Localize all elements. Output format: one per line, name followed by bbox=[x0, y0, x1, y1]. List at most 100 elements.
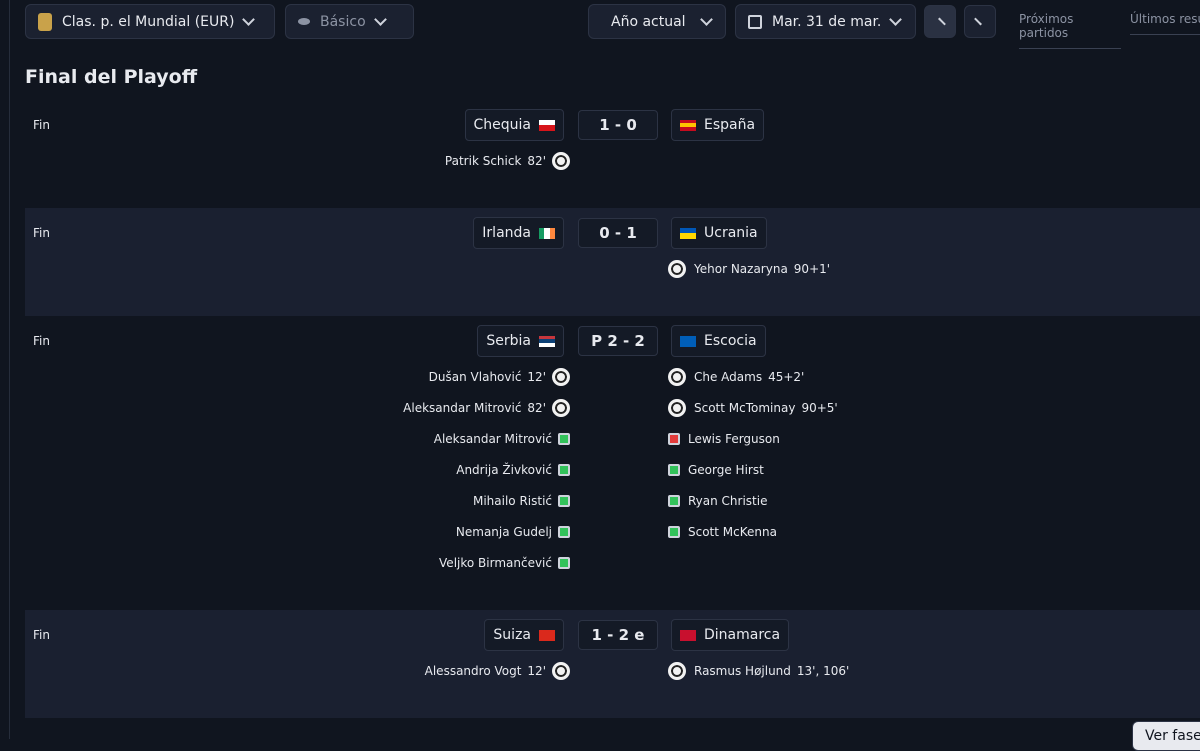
chevron bbox=[889, 13, 903, 26]
player: Scott McTominay bbox=[694, 401, 796, 415]
score[interactable]: 1 - 2 e bbox=[578, 620, 658, 650]
player: Alessandro Vogt bbox=[424, 664, 522, 678]
home-team[interactable]: Suiza bbox=[484, 619, 564, 651]
flag bbox=[539, 119, 555, 131]
flag-stripe bbox=[539, 342, 555, 347]
team-name: Serbia bbox=[486, 333, 531, 349]
flag-stripe bbox=[539, 335, 555, 340]
player: Veljko Birmančević bbox=[439, 556, 552, 570]
player: Rasmus Højlund bbox=[694, 664, 791, 678]
away-event: Lewis Ferguson bbox=[668, 431, 780, 447]
player: Mihailo Ristić bbox=[472, 494, 552, 508]
tab[interactable]: Últimos resu bbox=[1130, 12, 1200, 35]
competition-logo bbox=[38, 12, 52, 31]
competition-label: Clas. p. el Mundial (EUR) bbox=[62, 13, 235, 30]
event-icon-goal bbox=[552, 368, 570, 386]
away-team[interactable]: Ucrania bbox=[671, 217, 767, 249]
next-button[interactable] bbox=[964, 5, 996, 38]
event-icon-pen-scored bbox=[668, 464, 680, 476]
event-icon-pen-scored bbox=[558, 495, 570, 507]
event-icon-goal bbox=[668, 368, 686, 386]
away-team[interactable]: Dinamarca bbox=[671, 619, 790, 651]
away-event: Rasmus Højlund 13', 106' bbox=[668, 662, 850, 680]
home-event: Alessandro Vogt 12' bbox=[424, 662, 570, 680]
minute: 82' bbox=[527, 154, 546, 168]
score[interactable]: 1 - 0 bbox=[578, 110, 658, 140]
event-icon-pen-scored bbox=[668, 495, 680, 507]
flag-stripe bbox=[539, 339, 555, 343]
flag-stripe bbox=[680, 335, 696, 347]
flag bbox=[539, 335, 555, 347]
match-row: Fin Irlanda 0 - 1 Ucrania Yehor Nazaryna 90+1… bbox=[25, 208, 1200, 316]
home-team[interactable]: Irlanda bbox=[473, 217, 564, 249]
home-team[interactable]: Chequia bbox=[464, 109, 564, 141]
flag-stripe bbox=[680, 126, 696, 131]
score[interactable]: 0 - 1 bbox=[578, 218, 658, 248]
event-icon-goal bbox=[668, 662, 686, 680]
team-name: Chequia bbox=[473, 117, 532, 133]
event-icon-goal bbox=[668, 260, 686, 278]
flag bbox=[539, 227, 555, 239]
view-label: Básico bbox=[320, 13, 366, 30]
away-event: Yehor Nazaryna 90+1' bbox=[668, 260, 830, 278]
section-title: Final del Playoff bbox=[25, 66, 198, 88]
event-icon-pen-scored bbox=[558, 557, 570, 569]
match-row: Fin Serbia P 2 - 2 Escocia Dušan Vlahović 12'… bbox=[25, 316, 1200, 610]
period-dropdown[interactable]: Año actual bbox=[588, 4, 726, 39]
flag-stripe bbox=[680, 629, 696, 641]
away-team[interactable]: Escocia bbox=[671, 325, 766, 357]
view-dropdown[interactable]: Básico bbox=[285, 4, 414, 39]
minute: 13', 106' bbox=[796, 664, 850, 678]
away-event: Scott McKenna bbox=[668, 524, 777, 540]
team-name: Ucrania bbox=[704, 225, 758, 241]
player: Che Adams bbox=[694, 370, 763, 384]
player: George Hirst bbox=[688, 463, 764, 477]
tab[interactable]: Próximos partidos bbox=[1019, 12, 1121, 49]
away-event: George Hirst bbox=[668, 462, 764, 478]
match-status: Fin bbox=[33, 118, 50, 132]
team-name: Dinamarca bbox=[704, 627, 781, 643]
away-event: Che Adams 45+2' bbox=[668, 368, 804, 386]
match-status: Fin bbox=[33, 334, 50, 348]
player: Andrija Živković bbox=[456, 463, 552, 477]
player: Ryan Christie bbox=[688, 494, 768, 508]
chevron bbox=[242, 13, 256, 26]
match-row: Fin Suiza 1 - 2 e Dinamarca Alessandro Vogt 1… bbox=[25, 610, 1200, 718]
flag-stripe bbox=[539, 629, 555, 641]
flag-stripe bbox=[680, 233, 696, 239]
date-label: Mar. 31 de mar. bbox=[772, 13, 882, 30]
flag-stripe bbox=[549, 227, 555, 239]
flag bbox=[680, 629, 696, 641]
away-team[interactable]: España bbox=[671, 109, 765, 141]
home-team[interactable]: Serbia bbox=[477, 325, 564, 357]
chevron bbox=[699, 13, 713, 26]
competition-dropdown[interactable]: Clas. p. el Mundial (EUR) bbox=[25, 4, 275, 39]
flag bbox=[680, 335, 696, 347]
flag-stripe bbox=[539, 119, 555, 125]
flag-stripe bbox=[539, 125, 555, 131]
prev-button[interactable] bbox=[924, 5, 956, 38]
flag-stripe bbox=[544, 227, 550, 239]
event-icon-pen-scored bbox=[668, 526, 680, 538]
home-event: Andrija Živković bbox=[456, 462, 570, 478]
home-event: Mihailo Ristić bbox=[473, 493, 570, 509]
player: Aleksandar Mitrović bbox=[433, 432, 552, 446]
player: Lewis Ferguson bbox=[688, 432, 780, 446]
match-status: Fin bbox=[33, 226, 50, 240]
match-status: Fin bbox=[33, 628, 50, 642]
footer-button[interactable]: Ver fase bbox=[1132, 721, 1200, 751]
minute: 12' bbox=[527, 370, 546, 384]
event-icon-goal bbox=[552, 662, 570, 680]
score[interactable]: P 2 - 2 bbox=[578, 326, 658, 356]
calendar-icon bbox=[748, 14, 762, 29]
home-event: Patrik Schick 82' bbox=[445, 152, 570, 170]
flag bbox=[539, 629, 555, 641]
date-dropdown[interactable]: Mar. 31 de mar. bbox=[735, 4, 916, 39]
chevron bbox=[373, 13, 387, 26]
flag-stripe bbox=[539, 227, 545, 239]
away-event: Scott McTominay 90+5' bbox=[668, 399, 838, 417]
flag-stripe bbox=[680, 227, 696, 233]
event-icon-pen-scored bbox=[558, 433, 570, 445]
flag-stripe bbox=[680, 119, 696, 124]
sidebar-edge bbox=[9, 0, 10, 739]
